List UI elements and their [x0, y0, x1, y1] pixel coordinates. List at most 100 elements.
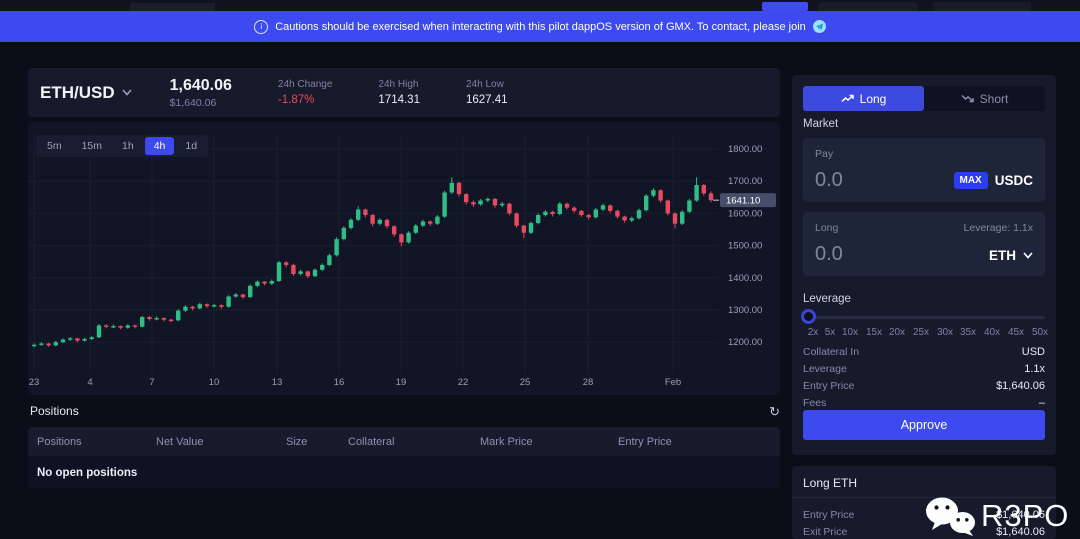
pay-token-group: MAX USDC: [953, 172, 1033, 189]
banner-text: Cautions should be exercised when intera…: [275, 20, 806, 33]
timeframe-bar: 5m 15m 1h 4h 1d: [36, 135, 209, 157]
leverage-mark-15x: 15x: [865, 327, 883, 338]
pair-label: ETH/USD: [40, 82, 115, 102]
row-label: Leverage: [803, 362, 847, 375]
top-nav-bar-cutoff: [0, 0, 1080, 11]
no-positions-message: No open positions: [37, 467, 138, 479]
leverage-mark-10x: 10x: [841, 327, 859, 338]
leverage-slider-track[interactable]: [803, 316, 1045, 319]
positions-table-header: Positions Net Value Size Collateral Mark Pri…: [28, 427, 780, 456]
leverage-note: Leverage: 1.1x: [963, 222, 1033, 234]
timeframe-5m[interactable]: 5m: [47, 140, 62, 152]
pair-selector[interactable]: ETH/USD: [40, 83, 132, 103]
svg-text:1641.10: 1641.10: [726, 196, 760, 207]
long-token-selector[interactable]: ETH: [989, 248, 1033, 263]
timeframe-15m[interactable]: 15m: [81, 140, 103, 152]
positions-title: Positions: [30, 404, 79, 418]
svg-text:13: 13: [272, 377, 283, 388]
svg-text:7: 7: [149, 377, 154, 388]
column-header-size: Size: [286, 436, 308, 448]
svg-text:1600.00: 1600.00: [728, 208, 762, 219]
chevron-down-icon: [122, 89, 132, 96]
svg-text:10: 10: [209, 377, 220, 388]
leverage-mark-2x: 2x: [807, 327, 819, 338]
timeframe-1d[interactable]: 1d: [185, 140, 198, 152]
refresh-icon[interactable]: ↻: [769, 403, 780, 419]
row-value: $1,640.06: [996, 508, 1045, 521]
leverage-mark-45x: 45x: [1007, 327, 1025, 338]
column-header-entry-price: Entry Price: [618, 436, 672, 448]
primary-button-fragment[interactable]: [762, 2, 808, 11]
row-value: USD: [1021, 345, 1045, 358]
svg-text:1300.00: 1300.00: [728, 305, 762, 316]
svg-text:19: 19: [396, 377, 407, 388]
stat-24h-change: 24h Change -1.87%: [277, 79, 333, 106]
trend-up-icon: [841, 94, 854, 103]
positions-header-row: Positions ↻: [30, 404, 780, 418]
row-label: Entry Price: [803, 508, 855, 521]
stat-24h-high: 24h High 1714.31: [378, 79, 420, 106]
watermark: R3PO: [925, 496, 1069, 536]
leverage-mark-20x: 20x: [888, 327, 906, 338]
positions-table: Positions Net Value Size Collateral Mark Pri…: [28, 427, 780, 488]
nav-button-fragment[interactable]: [933, 2, 1031, 11]
column-header-collateral: Collateral: [348, 436, 395, 448]
svg-text:4: 4: [87, 377, 92, 388]
price-chart-panel: 5m 15m 1h 4h 1d 23 4 7 10 13 16 19 22 25 28 Feb 1800.00…: [28, 122, 780, 395]
timeframe-1h[interactable]: 1h: [122, 140, 134, 152]
leverage-slider-handle[interactable]: [801, 309, 816, 324]
row-value: $1,640.06: [996, 525, 1045, 538]
timeframe-4h[interactable]: 4h: [144, 137, 175, 155]
max-button[interactable]: MAX: [953, 172, 988, 189]
order-info-row: Collateral In USD: [803, 343, 1045, 360]
svg-text:1200.00: 1200.00: [728, 337, 762, 348]
pay-label: Pay: [815, 148, 834, 160]
svg-text:1700.00: 1700.00: [728, 176, 762, 187]
caution-banner: i Cautions should be exercised when inte…: [0, 11, 1080, 42]
chevron-down-icon: [1023, 252, 1033, 259]
market-header: ETH/USD 1,640.06 $1,640.06 24h Change -1…: [28, 68, 780, 117]
long-label: Long: [815, 222, 839, 234]
long-input-box: Long Leverage: 1.1x ETH: [803, 212, 1045, 276]
trade-panel: Long Short Market Pay MAX USDC Long Leve…: [792, 75, 1056, 455]
row-label: Collateral In: [803, 345, 860, 358]
direction-tabs: Long Short: [803, 86, 1045, 111]
svg-text:1400.00: 1400.00: [728, 273, 762, 284]
long-eth-title: Long ETH: [803, 476, 858, 490]
candlestick-chart[interactable]: 23 4 7 10 13 16 19 22 25 28 Feb 1800.00 1700.00 1600.…: [28, 122, 780, 395]
nav-button-fragment[interactable]: [818, 2, 918, 11]
order-info-row: Entry Price $1,640.06: [803, 377, 1045, 394]
wechat-icon: [926, 497, 975, 536]
svg-text:25: 25: [520, 377, 531, 388]
svg-text:Feb: Feb: [665, 377, 681, 388]
leverage-mark-35x: 35x: [959, 327, 977, 338]
long-token-label: ETH: [989, 248, 1016, 263]
svg-text:1500.00: 1500.00: [728, 241, 762, 252]
pay-amount-input[interactable]: [815, 169, 925, 192]
approve-button[interactable]: Approve: [803, 410, 1045, 440]
svg-text:22: 22: [458, 377, 469, 388]
svg-text:23: 23: [29, 377, 40, 388]
leverage-mark-50x: 50x: [1031, 327, 1049, 338]
row-label: Fees: [803, 396, 827, 409]
long-amount-input[interactable]: [815, 243, 925, 266]
svg-text:16: 16: [334, 377, 345, 388]
info-icon: i: [254, 19, 269, 34]
column-header-net-value: Net Value: [156, 436, 204, 448]
stat-24h-low: 24h Low 1627.41: [465, 79, 508, 106]
tab-short[interactable]: Short: [924, 86, 1045, 111]
order-info-row: Fees –: [803, 394, 1045, 411]
long-eth-card: Long ETH Entry Price $1,640.06 Exit Price $…: [792, 466, 1056, 539]
row-value: $1,640.06: [996, 379, 1045, 392]
svg-text:1800.00: 1800.00: [728, 144, 762, 155]
row-value: 1.1x: [1024, 362, 1045, 375]
telegram-icon[interactable]: [812, 20, 826, 33]
order-type-label: Market: [803, 118, 839, 130]
logo-fragment: [130, 3, 215, 11]
leverage-scale: 2x 5x 10x 15x 20x 25x 30x 35x 40x 45x 50x: [792, 327, 1056, 339]
tab-long[interactable]: Long: [803, 86, 924, 111]
svg-text:28: 28: [583, 377, 594, 388]
leverage-title: Leverage: [803, 293, 851, 305]
leverage-mark-30x: 30x: [936, 327, 954, 338]
